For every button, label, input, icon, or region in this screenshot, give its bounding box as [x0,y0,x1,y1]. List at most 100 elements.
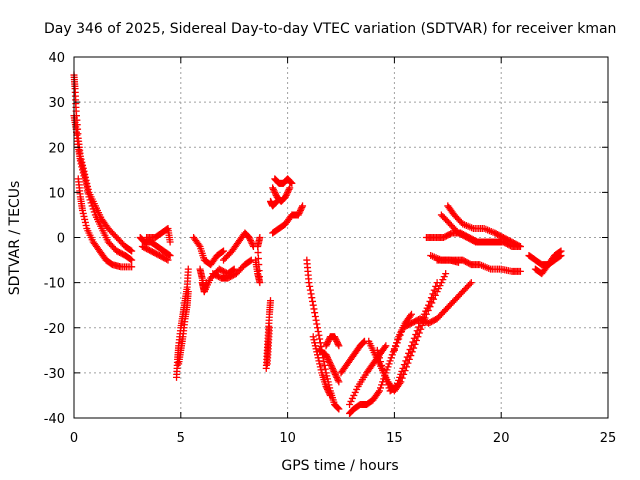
data-point [314,324,322,332]
data-point [390,346,398,354]
data-point [86,196,94,204]
data-point [442,270,450,278]
data-point [247,238,255,246]
data-point [425,301,433,309]
data-point [316,360,324,368]
data-point [127,246,135,254]
data-point [255,261,263,269]
y-tick-label: -40 [44,412,65,427]
series-arc-6d [269,202,307,237]
data-point [406,312,414,320]
series-arc-4e [198,279,210,296]
data-point [255,267,263,275]
data-point [334,404,342,412]
data-point [379,365,387,373]
data-point [335,378,343,386]
data-point [323,352,331,360]
data-point [164,256,172,264]
data-point [128,263,136,271]
data-point [202,279,210,287]
data-point [331,369,339,377]
data-point [331,370,339,378]
data-point [333,375,341,383]
data-point [314,354,322,362]
data-point [333,403,341,411]
data-point [393,339,401,347]
data-point [322,382,330,390]
data-point [323,385,331,393]
data-point [314,328,322,336]
data-point [333,337,341,345]
data-point [128,256,136,264]
data-point [440,273,448,281]
data-point [326,391,334,399]
data-point [90,208,98,216]
data-point [381,343,389,351]
data-point [394,379,402,387]
data-point [311,339,319,347]
data-point [288,179,296,187]
data-point [406,346,414,354]
data-point [516,267,524,275]
series-arc-1c [74,175,136,271]
data-point [305,279,313,287]
data-point [127,255,135,263]
data-point [375,387,383,395]
data-point [79,166,87,174]
data-point [322,342,330,350]
data-point [389,348,397,356]
data-point [248,240,256,248]
data-point [83,184,91,192]
data-point [81,215,89,223]
series-arc-8c [346,342,390,408]
data-point [429,290,437,298]
data-point [383,378,391,386]
series-arc-7b [309,333,334,399]
data-point [306,282,314,290]
data-point [556,248,564,256]
series-arc-2b [138,243,172,264]
series-arc-3b [175,288,192,368]
data-point [298,203,306,211]
data-point [310,336,318,344]
data-point [81,218,89,226]
data-point [466,280,474,288]
series-arc-10b [531,247,565,278]
data-point [329,366,337,374]
data-point [409,338,417,346]
data-point [380,369,388,377]
data-point [315,331,323,339]
data-point [322,351,330,359]
data-point [85,193,93,201]
series-arc-2c [143,224,174,246]
data-point [316,335,324,343]
data-point [422,307,430,315]
data-point [284,188,292,196]
data-point [388,351,396,359]
y-tick-label: -30 [44,367,65,382]
data-point [454,258,462,266]
data-point [287,179,295,187]
data-point [323,339,331,347]
data-point [360,338,368,346]
data-point [334,340,342,348]
data-point [323,384,331,392]
data-point [407,342,415,350]
data-point [335,342,343,350]
series-arc-9e [427,252,462,266]
y-axis-label: SDTVAR / TECUs [7,181,23,296]
data-point [79,209,87,217]
data-point [374,350,382,358]
data-point [387,354,395,362]
data-point [323,354,331,362]
data-point [267,297,275,305]
data-point [80,172,88,180]
data-point [247,237,255,245]
y-tick-label: 10 [48,186,65,201]
data-point [324,355,332,363]
series-arc-1b [70,112,136,264]
data-point [284,187,292,195]
series-arc-6a [271,175,296,187]
data-point [295,209,303,217]
series-arc-4a [190,234,228,269]
